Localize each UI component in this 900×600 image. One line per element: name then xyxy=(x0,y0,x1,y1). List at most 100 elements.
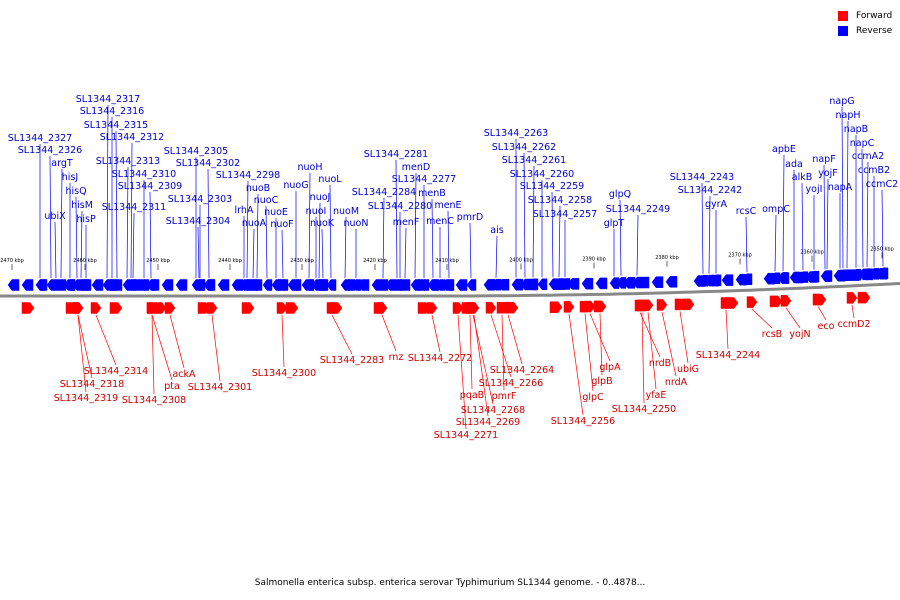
reverse-gene-label: SL1344_2259 xyxy=(520,181,584,192)
reverse-gene-label: menB xyxy=(418,188,446,199)
reverse-leader xyxy=(431,198,434,279)
forward-gene-arrow xyxy=(746,296,758,308)
reverse-leader xyxy=(256,193,259,279)
reverse-gene-arrow xyxy=(51,279,62,291)
reverse-gene-label: gyrA xyxy=(705,199,728,210)
reverse-gene-label: hisM xyxy=(71,200,93,211)
forward-gene-label: eco xyxy=(818,321,835,332)
legend: Forward Reverse xyxy=(838,8,892,38)
forward-leader xyxy=(431,314,441,353)
reverse-gene-block xyxy=(441,279,454,291)
reverse-leader xyxy=(745,216,748,273)
reverse-gene-label: nuoH xyxy=(298,162,323,173)
reverse-gene-label: yojI xyxy=(806,184,823,195)
reverse-gene-label: SL1344_2284 xyxy=(352,187,416,198)
reverse-gene-label: yojF xyxy=(818,168,838,179)
reverse-gene-block xyxy=(273,279,286,291)
reverse-gene-block xyxy=(763,272,776,285)
reverse-gene-label: menE xyxy=(434,200,461,211)
reverse-gene-block xyxy=(791,271,804,284)
reverse-leader xyxy=(308,172,311,279)
forward-gene-block xyxy=(329,302,343,314)
reverse-leader xyxy=(414,172,417,279)
forward-swatch xyxy=(838,10,848,21)
reverse-leader xyxy=(252,228,255,279)
forward-leader xyxy=(95,314,117,366)
reverse-gene-label: SL1344_2257 xyxy=(533,209,597,220)
reverse-gene-label: nuoL xyxy=(318,174,342,185)
reverse-leader xyxy=(469,222,472,278)
forward-gene-label: rnz xyxy=(389,352,404,363)
forward-gene-label: SL1344_2269 xyxy=(456,417,520,428)
reverse-gene-label: alkB xyxy=(792,172,812,183)
forward-gene-label: rcsB xyxy=(762,329,782,340)
reverse-gene-label: SL1344_2315 xyxy=(84,120,148,131)
forward-gene-label: pta xyxy=(164,381,180,392)
reverse-gene-label: SL1344_2326 xyxy=(18,145,82,156)
forward-gene-block xyxy=(21,302,35,314)
reverse-gene-label: pmrD xyxy=(457,212,484,223)
forward-leader xyxy=(151,314,173,381)
reverse-leader xyxy=(801,182,804,271)
reverse-gene-label: napB xyxy=(844,124,868,135)
forward-leader xyxy=(647,312,657,390)
forward-gene-block xyxy=(109,302,123,314)
forward-gene-block xyxy=(725,297,739,309)
scale-label: 2470 kbp xyxy=(0,258,24,264)
reverse-gene-block xyxy=(35,279,48,291)
reverse-gene-label: nuoI xyxy=(306,206,327,217)
reverse-gene-block xyxy=(595,277,608,290)
forward-gene-label: glpB xyxy=(591,376,612,387)
reverse-leader xyxy=(523,152,526,278)
label-leaders xyxy=(39,104,884,430)
reverse-gene-label: SL1344_2317 xyxy=(76,94,140,105)
reverse-gene-block xyxy=(413,279,426,291)
reverse-leader xyxy=(866,161,869,268)
reverse-gene-label: SL1344_2280 xyxy=(368,201,432,212)
reverse-leader xyxy=(265,205,268,279)
scale-label: 2450 kbp xyxy=(146,258,170,264)
reverse-gene-label: SL1344_2243 xyxy=(670,172,734,183)
reverse-gene-label: napG xyxy=(829,96,854,107)
forward-gene-label: SL1344_2268 xyxy=(461,405,525,416)
forward-gene-label: SL1344_2319 xyxy=(54,393,118,404)
forward-leader xyxy=(169,314,185,369)
forward-gene-label: SL1344_2318 xyxy=(60,379,124,390)
reverse-leader xyxy=(782,154,785,271)
forward-leader xyxy=(281,314,285,368)
reverse-gene-label: SL1344_2263 xyxy=(484,128,548,139)
reverse-gene-block xyxy=(301,279,314,291)
reverse-gene-label: apbE xyxy=(772,144,796,155)
reverse-gene-label: menF xyxy=(393,217,420,228)
reverse-gene-label: ubiX xyxy=(44,211,66,222)
reverse-gene-block xyxy=(637,276,650,289)
reverse-gene-label: SL1344_2277 xyxy=(392,174,456,185)
forward-gene-arrow xyxy=(90,302,102,314)
reverse-gene-block xyxy=(427,279,440,291)
legend-label-reverse: Reverse xyxy=(856,25,893,36)
reverse-gene-label: napC xyxy=(850,138,875,149)
reverse-gene-block xyxy=(91,279,104,291)
forward-leader xyxy=(785,307,801,329)
forward-leader xyxy=(77,314,87,393)
backbone-line xyxy=(0,282,900,298)
reverse-leader xyxy=(80,210,83,279)
reverse-gene-label: SL1344_2249 xyxy=(606,204,670,215)
reverse-gene-block xyxy=(63,279,76,291)
reverse-gene-label: nuoK xyxy=(310,218,335,229)
reverse-gene-block xyxy=(147,279,160,291)
reverse-gene-block xyxy=(21,279,34,291)
genome-caption: Salmonella enterica subsp. enterica sero… xyxy=(254,578,646,588)
reverse-leader xyxy=(60,168,63,279)
reverse-leader xyxy=(619,199,622,276)
reverse-gene-label: nuoE xyxy=(264,207,288,218)
scale-label: 2380 kbp xyxy=(655,255,679,261)
reverse-gene-label: ccmA2 xyxy=(852,151,884,162)
reverse-gene-label: hisP xyxy=(76,214,96,225)
forward-gene-block xyxy=(857,291,871,304)
reverse-gene-block xyxy=(833,269,846,282)
forward-gene-label: SL1344_2314 xyxy=(84,366,148,377)
forward-gene-label: pqaB xyxy=(460,390,484,401)
reverse-gene-label: ccmC2 xyxy=(866,179,898,190)
gene-labels: SL1344_2317SL1344_2316SL1344_2315SL1344_… xyxy=(8,94,898,441)
